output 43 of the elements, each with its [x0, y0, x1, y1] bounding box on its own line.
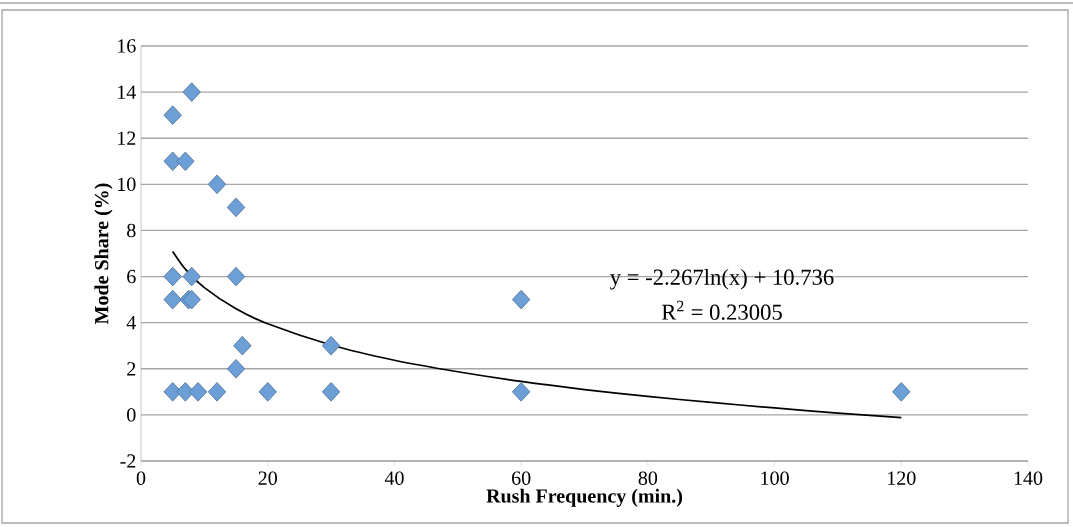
point: [321, 335, 341, 356]
point: [233, 335, 252, 356]
x-tick-label: 100: [761, 471, 789, 485]
point: [182, 266, 201, 287]
y-tick-label: 14: [118, 85, 136, 99]
point: [321, 382, 341, 402]
point: [163, 289, 182, 310]
point: [176, 382, 195, 402]
point: [226, 266, 246, 287]
y-tick-label: -2: [120, 454, 136, 468]
point: [512, 289, 531, 310]
y-tick-label: 6: [127, 269, 136, 284]
point: [892, 382, 911, 402]
x-tick-label: 120: [888, 471, 916, 485]
y-axis-title: Mode Share (%): [94, 183, 113, 325]
point: [207, 174, 227, 195]
point: [226, 359, 246, 379]
point: [226, 197, 246, 218]
point: [163, 105, 182, 125]
x-tick-label: 20: [258, 471, 277, 485]
point: [207, 382, 227, 402]
point: [176, 151, 195, 171]
y-tick-label: 16: [118, 39, 136, 53]
point: [163, 266, 182, 287]
point: [512, 382, 531, 402]
x-tick-label: 60: [512, 471, 531, 485]
x-tick-label: 80: [638, 471, 658, 485]
x-tick-label: 0: [136, 471, 146, 485]
line-series: [171, 250, 903, 419]
x-tick-label: 140: [1014, 471, 1043, 485]
point: [258, 382, 277, 402]
point: [182, 82, 201, 102]
x-tick-label: 40: [384, 471, 404, 485]
y-tick-label: 4: [126, 316, 136, 330]
point: [188, 382, 208, 402]
annotation: R$^{2}$ = 0.23005: [661, 300, 782, 320]
y-tick-label: 8: [127, 223, 136, 238]
y-tick-label: 12: [118, 131, 136, 145]
annotation: y = -2.267ln(x) + 10.736: [610, 268, 834, 290]
y-tick-label: 0: [127, 408, 136, 422]
y-tick-label: 2: [127, 362, 136, 376]
x-axis-title: Rush Frequency (min.): [486, 488, 683, 507]
y-tick-label: 10: [118, 177, 136, 192]
